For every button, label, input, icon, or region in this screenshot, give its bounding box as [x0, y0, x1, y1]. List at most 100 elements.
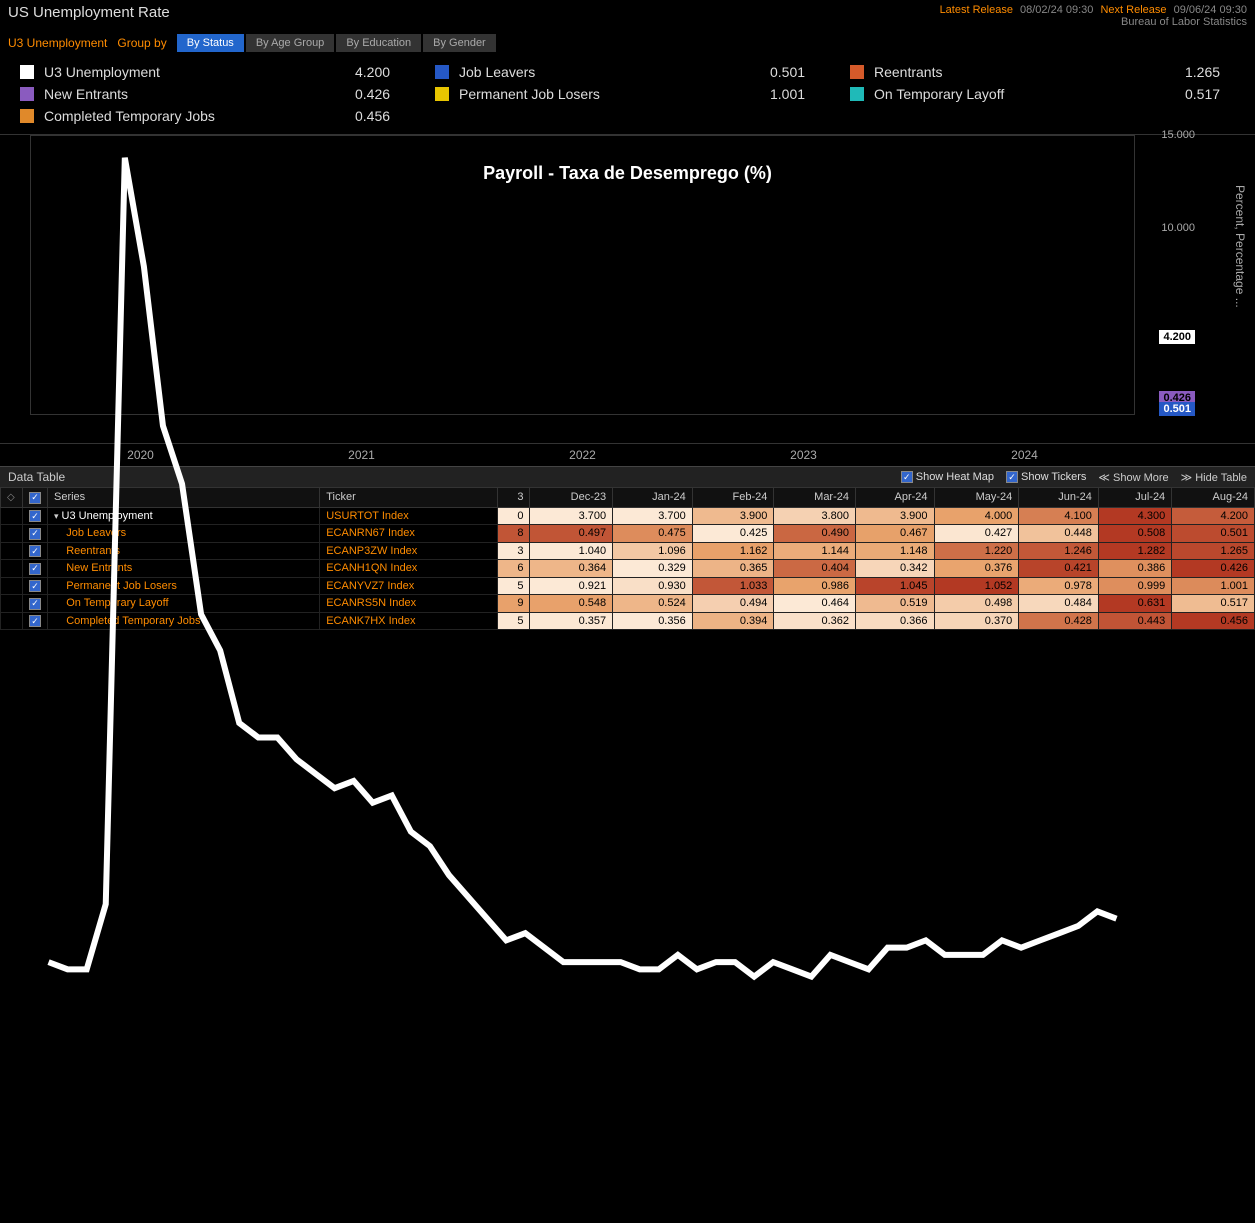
- next-release-value: 09/06/24 09:30: [1174, 4, 1247, 16]
- row-checkbox[interactable]: ✓: [23, 525, 48, 543]
- value-cell: 1.246: [1019, 542, 1099, 560]
- column-header[interactable]: Jul-24: [1098, 488, 1171, 508]
- source-label: Bureau of Labor Statistics: [936, 16, 1247, 28]
- tab-by-age-group[interactable]: By Age Group: [246, 34, 335, 52]
- value-cell: 4.200: [1172, 507, 1255, 525]
- series-name[interactable]: Reentrants: [48, 542, 320, 560]
- row-diamond: [1, 560, 23, 578]
- column-header[interactable]: Dec-23: [530, 488, 613, 508]
- table-row[interactable]: ✓ On Temporary LayoffECANRS5N Index90.54…: [1, 595, 1255, 613]
- legend-name: Completed Temporary Jobs: [44, 108, 345, 124]
- tab-by-status[interactable]: By Status: [177, 34, 244, 52]
- select-all-checkbox[interactable]: ✓: [23, 488, 48, 508]
- value-cell: 0.999: [1098, 577, 1171, 595]
- column-header[interactable]: Jan-24: [613, 488, 693, 508]
- row-diamond: [1, 577, 23, 595]
- show-more-button[interactable]: ≪ Show More: [1098, 471, 1168, 484]
- legend-item[interactable]: U3 Unemployment4.200: [20, 64, 405, 80]
- legend-item[interactable]: On Temporary Layoff0.517: [850, 86, 1235, 102]
- series-name[interactable]: On Temporary Layoff: [48, 595, 320, 613]
- row-diamond: [1, 525, 23, 543]
- row-checkbox[interactable]: ✓: [23, 577, 48, 595]
- column-header[interactable]: Mar-24: [774, 488, 856, 508]
- legend-value: 0.426: [355, 86, 405, 102]
- column-header[interactable]: 3: [497, 488, 530, 508]
- table-row[interactable]: ✓ Job LeaversECANRN67 Index80.4970.4750.…: [1, 525, 1255, 543]
- value-cell: 0.427: [934, 525, 1019, 543]
- value-cell: 0.425: [692, 525, 774, 543]
- show-tickers-toggle[interactable]: ✓ Show Tickers: [1006, 471, 1086, 483]
- column-header[interactable]: Series: [48, 488, 320, 508]
- value-cell: 0.497: [530, 525, 613, 543]
- legend-name: New Entrants: [44, 86, 345, 102]
- table-row[interactable]: ✓ ReentrantsECANP3ZW Index31.0401.0961.1…: [1, 542, 1255, 560]
- table-row[interactable]: ✓ Completed Temporary JobsECANK7HX Index…: [1, 612, 1255, 630]
- column-header[interactable]: Ticker: [320, 488, 498, 508]
- latest-release-value: 08/02/24 09:30: [1020, 4, 1093, 16]
- row-checkbox[interactable]: ✓: [23, 595, 48, 613]
- lead-cell: 3: [497, 542, 530, 560]
- chart-area: Payroll - Taxa de Desemprego (%) 15.0001…: [0, 134, 1255, 444]
- column-header[interactable]: Aug-24: [1172, 488, 1255, 508]
- value-cell: 0.548: [530, 595, 613, 613]
- show-heat-map-toggle[interactable]: ✓ Show Heat Map: [901, 471, 994, 483]
- legend-value: 1.001: [770, 86, 820, 102]
- series-name[interactable]: Completed Temporary Jobs: [48, 612, 320, 630]
- value-cell: 0.519: [856, 595, 935, 613]
- row-diamond: [1, 612, 23, 630]
- value-cell: 0.342: [856, 560, 935, 578]
- legend-item[interactable]: Permanent Job Losers 1.001: [435, 86, 820, 102]
- column-header[interactable]: Jun-24: [1019, 488, 1099, 508]
- series-name[interactable]: Job Leavers: [48, 525, 320, 543]
- value-cell: 4.000: [934, 507, 1019, 525]
- legend-item[interactable]: Job Leavers 0.501: [435, 64, 820, 80]
- value-cell: 0.376: [934, 560, 1019, 578]
- value-cell: 0.501: [1172, 525, 1255, 543]
- next-release-label: Next Release: [1100, 4, 1166, 16]
- legend-value: 4.200: [355, 64, 405, 80]
- table-row[interactable]: ✓ Permanent Job LosersECANYVZ7 Index50.9…: [1, 577, 1255, 595]
- tab-by-education[interactable]: By Education: [336, 34, 421, 52]
- color-swatch: [850, 65, 864, 79]
- lead-cell: 6: [497, 560, 530, 578]
- value-cell: 0.464: [774, 595, 856, 613]
- checkbox-icon: ✓: [1006, 471, 1018, 483]
- series-name[interactable]: Permanent Job Losers: [48, 577, 320, 595]
- row-checkbox[interactable]: ✓: [23, 612, 48, 630]
- column-header[interactable]: Feb-24: [692, 488, 774, 508]
- page-title: US Unemployment Rate: [8, 4, 936, 21]
- value-cell: 1.052: [934, 577, 1019, 595]
- value-cell: 1.096: [613, 542, 693, 560]
- value-cell: 0.426: [1172, 560, 1255, 578]
- legend-item[interactable]: Completed Temporary Jobs0.456: [20, 108, 405, 124]
- lead-cell: 0: [497, 507, 530, 525]
- series-name[interactable]: ▾U3 Unemployment: [48, 507, 320, 525]
- legend-item[interactable]: Reentrants1.265: [850, 64, 1235, 80]
- diamond-icon[interactable]: ◇: [1, 488, 23, 508]
- legend-value: 1.265: [1185, 64, 1235, 80]
- ticker-cell: ECANH1QN Index: [320, 560, 498, 578]
- value-callouts: 4.2000.4260.501: [1140, 135, 1195, 415]
- row-checkbox[interactable]: ✓: [23, 507, 48, 525]
- value-cell: 0.475: [613, 525, 693, 543]
- table-row[interactable]: ✓▾U3 UnemploymentUSURTOT Index03.7003.70…: [1, 507, 1255, 525]
- tab-by-gender[interactable]: By Gender: [423, 34, 496, 52]
- chart-plot: [30, 135, 1135, 415]
- row-checkbox[interactable]: ✓: [23, 542, 48, 560]
- row-checkbox[interactable]: ✓: [23, 560, 48, 578]
- row-diamond: [1, 507, 23, 525]
- chevron-up-icon: ≪: [1098, 472, 1110, 484]
- legend-name: Job Leavers: [459, 64, 760, 80]
- column-header[interactable]: May-24: [934, 488, 1019, 508]
- legend-value: 0.501: [770, 64, 820, 80]
- legend-name: Permanent Job Losers: [459, 86, 760, 102]
- hide-table-button[interactable]: ≫ Hide Table: [1181, 471, 1247, 484]
- series-name[interactable]: New Entrants: [48, 560, 320, 578]
- row-diamond: [1, 542, 23, 560]
- value-cell: 0.631: [1098, 595, 1171, 613]
- value-cell: 0.930: [613, 577, 693, 595]
- table-row[interactable]: ✓ New EntrantsECANH1QN Index60.3640.3290…: [1, 560, 1255, 578]
- header: US Unemployment Rate Latest Release 08/0…: [0, 0, 1255, 32]
- legend-item[interactable]: New Entrants 0.426: [20, 86, 405, 102]
- column-header[interactable]: Apr-24: [856, 488, 935, 508]
